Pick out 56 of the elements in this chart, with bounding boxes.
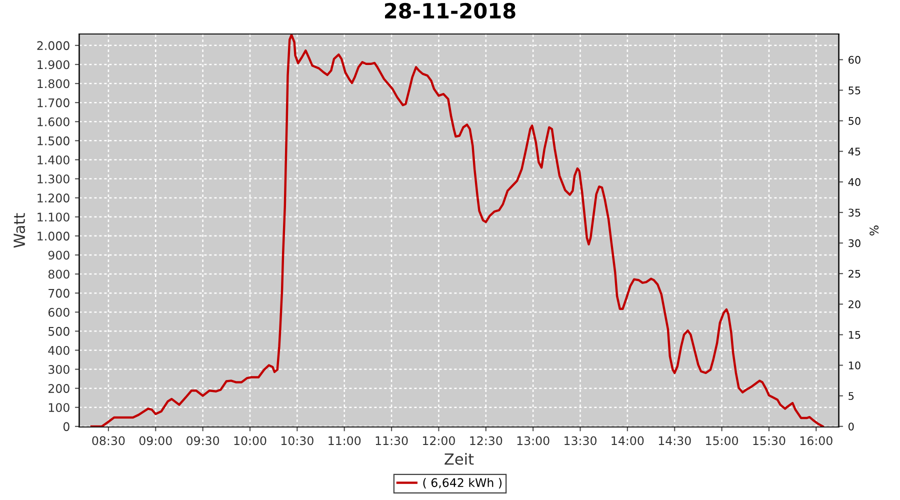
y-tick-label: 1.100	[38, 212, 70, 222]
x-tick-label: 13:30	[564, 436, 596, 446]
y-tick-label: 1.500	[38, 136, 70, 146]
y-tick-label: 400	[48, 346, 70, 355]
x-tick-label: 12:30	[470, 436, 502, 446]
y2-tick-label: 55	[848, 86, 860, 94]
x-axis-title: Zeit	[444, 453, 474, 465]
x-tick-label: 11:30	[376, 436, 408, 446]
x-tick-label: 14:00	[612, 436, 644, 446]
x-tick-label: 10:30	[281, 436, 314, 446]
y-tick-label: 1.800	[38, 79, 70, 88]
chart-title: 28-11-2018	[385, 2, 516, 19]
y2-tick-label: 50	[848, 117, 860, 125]
y-tick-label: 500	[48, 326, 70, 336]
y-axis-title: Watt	[14, 213, 26, 248]
y2-tick-label: 20	[848, 300, 860, 308]
y2-tick-label: 10	[848, 361, 860, 370]
y2-tick-label: 30	[848, 239, 860, 248]
y2-tick-label: 45	[848, 148, 860, 156]
x-tick-label: 14:30	[658, 436, 691, 446]
y-tick-label: 600	[48, 308, 70, 317]
y-tick-label: 800	[48, 270, 70, 279]
x-tick-label: 08:30	[92, 436, 125, 446]
legend-label: ( 6,642 kWh )	[423, 478, 502, 488]
y-tick-label: 100	[48, 403, 70, 412]
x-tick-label: 11:00	[328, 436, 361, 446]
x-tick-label: 15:30	[753, 436, 786, 446]
line-series	[90, 34, 824, 427]
x-tick-label: 12:00	[423, 436, 455, 446]
x-tick-label: 10:00	[234, 436, 266, 446]
y2-tick-label: 15	[848, 331, 860, 339]
y-tick-label: 1.200	[38, 194, 70, 202]
x-tick-label: 15:00	[706, 436, 738, 446]
y-tick-label: 1.700	[38, 98, 70, 108]
x-tick-label: 13:00	[517, 436, 550, 446]
y-tick-label: 1.900	[38, 60, 70, 70]
y2-tick-label: 60	[848, 56, 860, 64]
y-tick-label: 200	[48, 384, 70, 393]
y2-axis-title: %	[870, 226, 879, 236]
y-tick-label: 1.400	[38, 155, 70, 164]
y-tick-label: 1.000	[38, 232, 70, 241]
x-tick-label: 09:00	[139, 436, 172, 446]
y2-tick-label: 40	[848, 178, 860, 186]
y2-tick-label: 35	[848, 208, 860, 217]
y2-tick-label: 0	[848, 422, 854, 430]
y-tick-label: 900	[48, 250, 70, 260]
y2-tick-label: 25	[848, 270, 860, 278]
y-tick-label: 0	[63, 422, 70, 432]
y-tick-label: 1.300	[38, 174, 70, 184]
y2-tick-label: 5	[848, 392, 854, 400]
y-tick-label: 700	[48, 288, 70, 298]
y-tick-label: 300	[48, 365, 70, 374]
x-tick-label: 09:30	[186, 436, 220, 446]
y-tick-label: 2.000	[37, 41, 70, 50]
x-tick-label: 16:00	[800, 436, 832, 446]
y-tick-label: 1.600	[38, 117, 70, 126]
